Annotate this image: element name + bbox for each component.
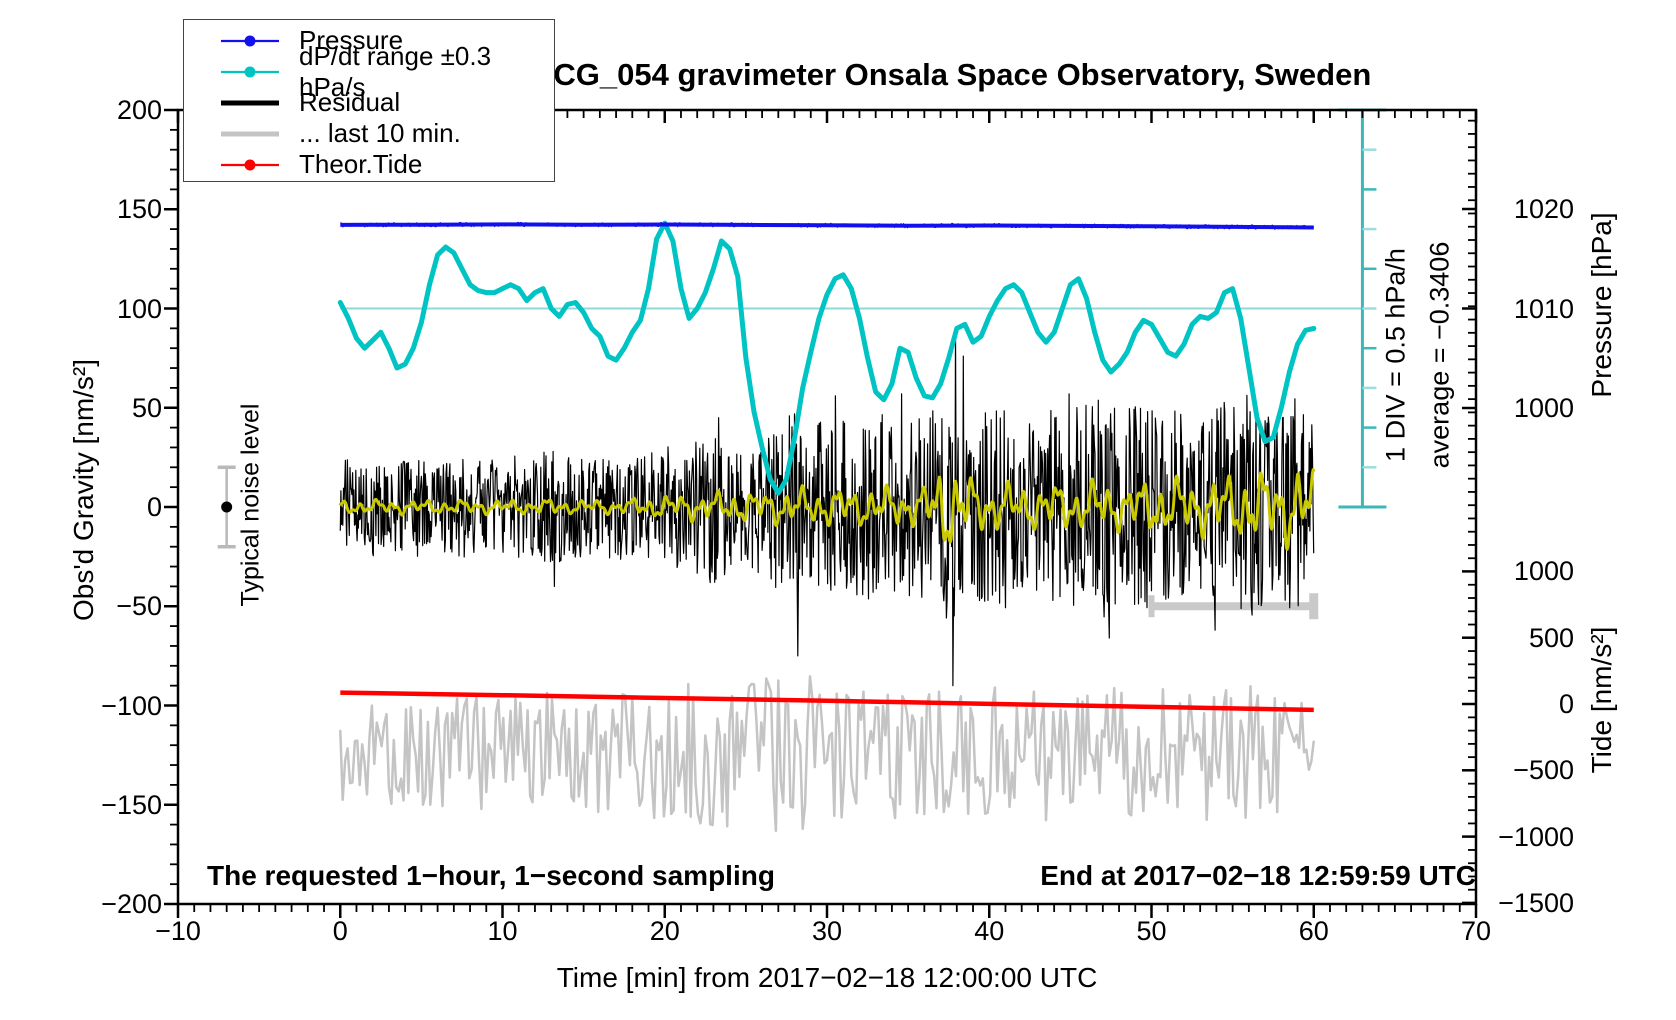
tide-tick-label: 1000: [1513, 556, 1574, 587]
x-tick-label: 60: [1298, 916, 1329, 946]
legend-item-tide: Theor.Tide: [184, 149, 554, 180]
div-scale-note: 1 DIV = 0.5 hPa/h: [1380, 248, 1411, 462]
pressure-tick-label: 1000: [1513, 393, 1574, 423]
x-axis-title: Time [min] from 2017−02−18 12:00:00 UTC: [556, 962, 1098, 993]
series-residual: [339, 329, 1315, 687]
x-tick-label: 0: [332, 916, 348, 946]
pressure-tick-label: 1010: [1513, 293, 1574, 324]
end-time-note: End at 2017−02−18 12:59:59 UTC: [1040, 860, 1476, 891]
series-dpdt: [337, 220, 1317, 496]
legend-item-residual: Residual: [184, 87, 554, 118]
residual-line-icon: [221, 100, 279, 105]
x-tick-label: −10: [155, 916, 201, 946]
x-tick-label: 20: [649, 916, 680, 946]
tide-tick-label: 0: [1558, 689, 1574, 719]
legend-box: Pressure dP/dt range ±0.3 hPa/s Residual…: [183, 19, 555, 182]
x-tick-label: 50: [1136, 916, 1167, 946]
x-tick-label: 40: [974, 916, 1005, 946]
tide-tick-label: −1500: [1498, 887, 1574, 918]
legend-label: dP/dt range ±0.3 hPa/s: [299, 40, 492, 102]
y-left-tick-label: −150: [101, 789, 162, 820]
y-left-tick-label: −50: [116, 591, 162, 622]
series-pressure-jitter: [340, 221, 1314, 230]
average-note: average = −0.3406: [1424, 241, 1455, 469]
legend-swatch-dot: [244, 159, 256, 170]
legend-swatch-dot: [244, 35, 256, 46]
tide-line-icon: [221, 159, 279, 170]
noise-level-note: Typical noise level: [236, 403, 265, 607]
y-left-tick-label: −200: [101, 889, 162, 919]
series-last10: [339, 675, 1315, 833]
x-tick-label: 30: [811, 916, 843, 946]
pressure-axis-title: Pressure [hPa]: [1586, 212, 1617, 398]
chart-title: SCG_054 gravimeter Onsala Space Observat…: [532, 57, 1372, 92]
legend-label: Theor.Tide: [299, 149, 423, 179]
tide-axis-title: Tide [nm/s²]: [1586, 626, 1617, 774]
tide-tick-label: −1000: [1498, 821, 1574, 852]
pressure-line-icon: [221, 35, 279, 46]
y-left-tick-label: 50: [131, 392, 162, 423]
legend-label: ... last 10 min.: [299, 118, 461, 148]
x-tick-label: 10: [487, 916, 518, 946]
x-tick-label: 70: [1460, 916, 1492, 946]
legend-swatch-dot: [244, 66, 256, 77]
sampling-note: The requested 1−hour, 1−second sampling: [207, 860, 775, 891]
last10-line-icon: [221, 131, 279, 136]
tide-tick-label: −500: [1513, 755, 1574, 786]
noise-marker-dot: [221, 501, 233, 513]
legend-item-dpdt: dP/dt range ±0.3 hPa/s: [184, 41, 554, 102]
series-tide: [340, 690, 1314, 713]
pressure-tick-label: 1020: [1513, 194, 1574, 224]
series-residual-smoothed: [338, 468, 1316, 551]
y-left-tick-label: 100: [116, 293, 162, 324]
y-left-tick-label: 0: [146, 492, 162, 522]
legend-item-last10: ... last 10 min.: [184, 118, 554, 149]
y-left-tick-label: 150: [116, 194, 162, 225]
y-left-tick-label: 200: [116, 95, 162, 125]
dpdt-line-icon: [221, 66, 279, 77]
tide-tick-label: 500: [1528, 622, 1574, 653]
y-left-axis-title: Obs'd Gravity [nm/s²]: [68, 358, 99, 622]
legend-label: Pressure: [299, 25, 404, 55]
y-left-tick-label: −100: [101, 690, 162, 721]
legend-label: Residual: [299, 87, 401, 117]
legend-item-pressure: Pressure: [184, 25, 554, 56]
